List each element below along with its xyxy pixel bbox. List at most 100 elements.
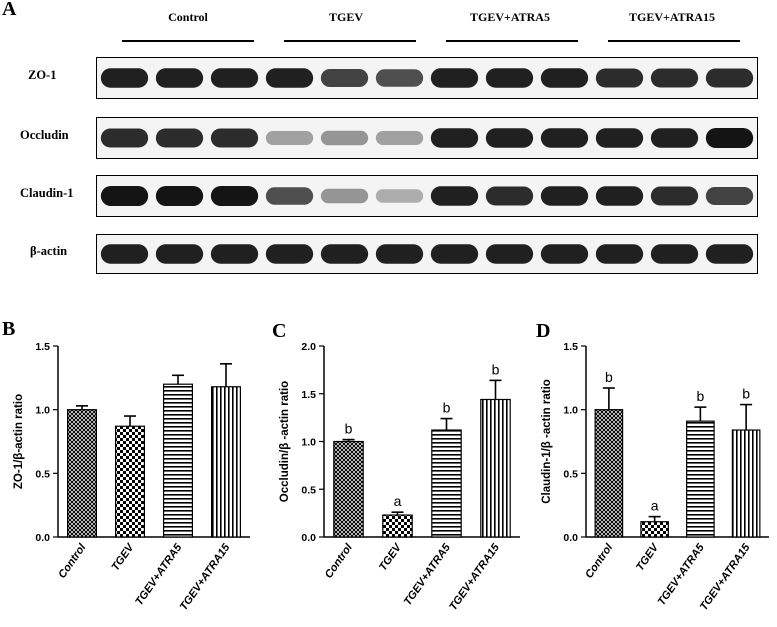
blot-band — [650, 128, 699, 148]
x-category-label: TGEV — [109, 540, 137, 573]
bar-chart-claudin1: 0.0 0.5 1.0 1.5 Claudin-1/β -actin ratio b Con… — [541, 341, 769, 613]
y-tick-label: 0.5 — [563, 468, 578, 480]
significance-letter: b — [345, 421, 353, 437]
blot-band — [375, 131, 424, 145]
blot-band — [595, 186, 644, 206]
significance-letter: a — [394, 493, 402, 509]
panel-letter-a: A — [2, 0, 17, 20]
blot-band — [485, 186, 534, 206]
significance-letter: b — [492, 361, 500, 377]
significance-letter: b — [605, 369, 613, 385]
x-category-label: TGEV — [377, 540, 405, 573]
blot-band — [430, 68, 479, 88]
y-tick-label: 1.5 — [35, 341, 50, 353]
blot-row-label-zo1: ZO-1 — [28, 68, 57, 82]
significance-letter: b — [696, 388, 704, 404]
blot-bands-bactin — [100, 244, 754, 264]
blot-band — [595, 68, 644, 88]
y-tick-label: 0.0 — [35, 532, 50, 544]
blot-bands-occludin — [100, 128, 754, 148]
bar — [66, 409, 97, 538]
blot-band — [430, 244, 479, 264]
y-tick-label: 1.5 — [301, 389, 316, 401]
x-category-label: TGEV+ATRA15 — [698, 541, 753, 613]
blot-band — [320, 188, 369, 204]
blot-band — [155, 68, 204, 88]
y-axis-label: Occludin/β -actin ratio — [279, 381, 291, 502]
blot-band — [540, 68, 589, 88]
bar — [640, 521, 669, 538]
blot-group-label-atra5: TGEV+ATRA5 — [470, 10, 550, 24]
blot-band — [705, 187, 754, 205]
blot-band — [320, 130, 369, 146]
blot-row-label-claudin1: Claudin-1 — [20, 186, 74, 200]
blot-band — [100, 186, 149, 206]
bar — [333, 440, 364, 538]
y-tick-label: 2.0 — [301, 341, 316, 353]
y-axis-label: Claudin-1/β -actin ratio — [541, 379, 553, 504]
bar — [480, 398, 511, 538]
blot-group-label-control: Control — [168, 10, 208, 24]
blot-band — [265, 244, 314, 264]
y-tick-label: 0.5 — [35, 468, 50, 480]
blot-group-line-atra15 — [608, 40, 740, 42]
blot-row-label-occludin: Occludin — [20, 128, 69, 142]
bar — [594, 409, 624, 538]
x-category-label: TGEV+ATRA15 — [447, 541, 502, 613]
blot-band — [100, 244, 149, 264]
blot-group-label-atra15: TGEV+ATRA15 — [629, 10, 715, 24]
y-tick-label: 0.0 — [301, 532, 316, 544]
blot-band — [485, 244, 534, 264]
blot-band — [540, 128, 589, 148]
bar-chart-zo1: 0.0 0.5 1.0 1.5 ZO-1/β-actin ratio Control TGE… — [13, 341, 250, 613]
x-category-label: TGEV+ATRA5 — [402, 541, 454, 608]
blot-band — [650, 68, 699, 88]
blot-band — [485, 128, 534, 148]
blot-band — [540, 244, 589, 264]
blot-band — [210, 128, 259, 148]
bar — [431, 429, 462, 538]
y-axis-label: ZO-1/β-actin ratio — [13, 394, 25, 489]
x-category-label: Control — [323, 541, 356, 581]
significance-letter: b — [742, 386, 750, 402]
bar — [211, 386, 242, 538]
bar — [731, 429, 761, 538]
bar — [382, 514, 413, 538]
significance-letter: a — [651, 498, 659, 514]
blot-band — [210, 68, 259, 88]
blot-band — [265, 131, 314, 145]
blot-strip-claudin1 — [96, 175, 758, 217]
y-tick-label: 1.0 — [563, 405, 578, 417]
blot-band — [485, 68, 534, 88]
blot-band — [155, 128, 204, 148]
blot-band — [375, 69, 424, 87]
blot-band — [265, 68, 314, 88]
panel-letter-b: B — [2, 318, 16, 340]
blot-band — [265, 187, 314, 205]
blot-strip-zo1 — [96, 57, 758, 99]
blot-band — [430, 186, 479, 206]
blot-group-line-tgev — [284, 40, 416, 42]
blot-band — [430, 128, 479, 148]
bar-chart-occludin: 0.0 0.5 1.0 1.5 2.0 Occludin/β -actin ratio b C… — [279, 341, 520, 613]
x-category-label: TGEV+ATRA15 — [178, 541, 233, 613]
x-category-label: Control — [583, 541, 616, 581]
bar — [163, 383, 194, 538]
blot-bands-claudin1 — [100, 186, 754, 206]
blot-band — [595, 244, 644, 264]
y-tick-label: 1.5 — [563, 341, 578, 353]
blot-band — [155, 244, 204, 264]
blot-band — [210, 186, 259, 206]
blot-band — [705, 128, 754, 148]
y-tick-label: 0.5 — [301, 484, 316, 496]
blot-band — [705, 68, 754, 88]
blot-band — [100, 68, 149, 88]
blot-bands-zo1 — [100, 68, 754, 88]
bar — [114, 425, 145, 538]
blot-strip-bactin — [96, 234, 758, 274]
panel-letter-c: C — [272, 320, 287, 342]
blot-row-label-bactin: β-actin — [30, 244, 68, 258]
blot-band — [100, 128, 149, 148]
panel-letter-d: D — [536, 320, 551, 342]
x-category-label: TGEV+ATRA5 — [656, 541, 708, 608]
